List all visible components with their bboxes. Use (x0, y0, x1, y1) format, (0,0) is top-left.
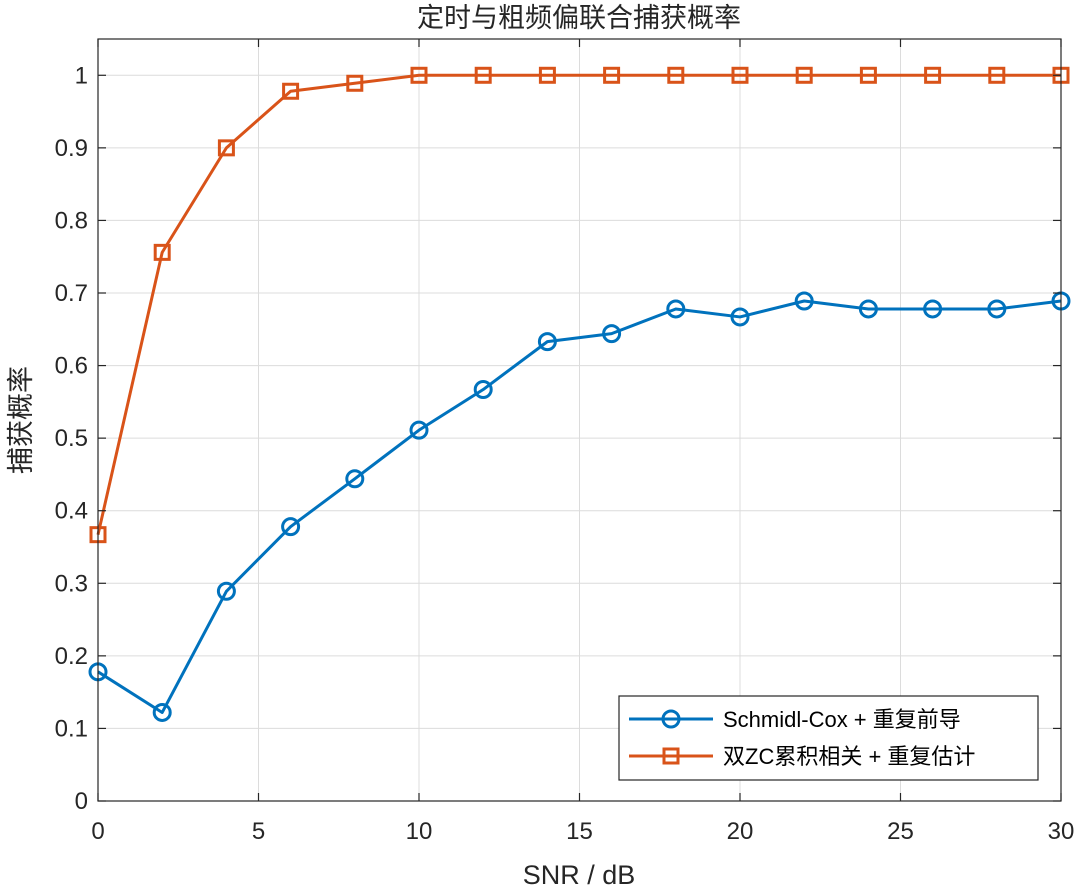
grid (98, 39, 1061, 801)
data-point-square (538, 66, 556, 84)
y-tick-label: 0.8 (55, 207, 88, 234)
data-point-square (795, 66, 813, 84)
x-tick-label: 30 (1048, 818, 1075, 845)
data-point-square (988, 66, 1006, 84)
x-tick-label: 20 (727, 818, 754, 845)
data-point-circle (794, 291, 814, 311)
y-tick-label: 0.7 (55, 280, 88, 307)
data-point-square (153, 243, 171, 261)
legend-item-schmidl-cox: Schmidl-Cox + 重复前导 (629, 707, 961, 732)
series-layer (88, 66, 1071, 722)
legend-marker-circle (661, 709, 681, 729)
data-point-circle (216, 581, 236, 601)
data-point-circle (537, 332, 557, 352)
y-tick-label: 0.2 (55, 643, 88, 670)
y-axis-ticks: 0 0.1 0.2 0.3 0.4 0.5 0.6 0.7 0.8 0.9 1 (55, 62, 1061, 815)
y-tick-label: 0.5 (55, 425, 88, 452)
data-point-circle (730, 307, 750, 327)
data-point-square (217, 139, 235, 157)
series-0 (88, 291, 1071, 722)
data-point-circle (152, 702, 172, 722)
legend-marker-square (662, 747, 680, 765)
data-point-circle (345, 469, 365, 489)
y-tick-label: 0 (75, 788, 88, 815)
legend-label: 双ZC累积相关 + 重复估计 (723, 744, 975, 769)
legend: Schmidl-Cox + 重复前导 双ZC累积相关 + 重复估计 (618, 695, 1039, 781)
data-point-circle (858, 299, 878, 319)
y-tick-label: 0.3 (55, 570, 88, 597)
data-point-square (731, 66, 749, 84)
legend-label: Schmidl-Cox + 重复前导 (723, 707, 961, 732)
data-point-square (859, 66, 877, 84)
data-point-circle (409, 420, 429, 440)
x-tick-label: 0 (91, 818, 104, 845)
x-tick-label: 25 (887, 818, 914, 845)
data-point-square (410, 66, 428, 84)
data-point-circle (987, 299, 1007, 319)
chart-title: 定时与粗频偏联合捕获概率 (417, 3, 741, 33)
series-line (96, 73, 1061, 535)
data-point-square (924, 66, 942, 84)
y-axis-title: 捕获概率 (6, 366, 36, 474)
data-point-circle (473, 380, 493, 400)
y-tick-label: 0.4 (55, 498, 88, 525)
data-point-circle (923, 299, 943, 319)
y-tick-label: 0.1 (55, 715, 88, 742)
data-point-square (667, 66, 685, 84)
data-point-circle (666, 299, 686, 319)
series-line (97, 299, 1062, 714)
x-tick-label: 15 (566, 818, 593, 845)
data-point-square (282, 82, 300, 100)
x-tick-label: 10 (406, 818, 433, 845)
y-tick-label: 0.9 (55, 135, 88, 162)
x-axis-ticks: 0 5 10 15 20 25 30 (91, 39, 1074, 845)
series-1 (89, 66, 1070, 544)
data-point-circle (602, 324, 622, 344)
legend-item-dual-zc: 双ZC累积相关 + 重复估计 (629, 744, 975, 769)
y-tick-label: 0.6 (55, 353, 88, 380)
y-tick-label: 1 (75, 62, 88, 89)
legend-box (618, 695, 1039, 781)
data-point-circle (281, 517, 301, 537)
x-axis-title: SNR / dB (523, 860, 636, 888)
data-point-square (603, 66, 621, 84)
data-point-square (474, 66, 492, 84)
x-tick-label: 5 (252, 818, 265, 845)
data-point-square (346, 74, 364, 92)
